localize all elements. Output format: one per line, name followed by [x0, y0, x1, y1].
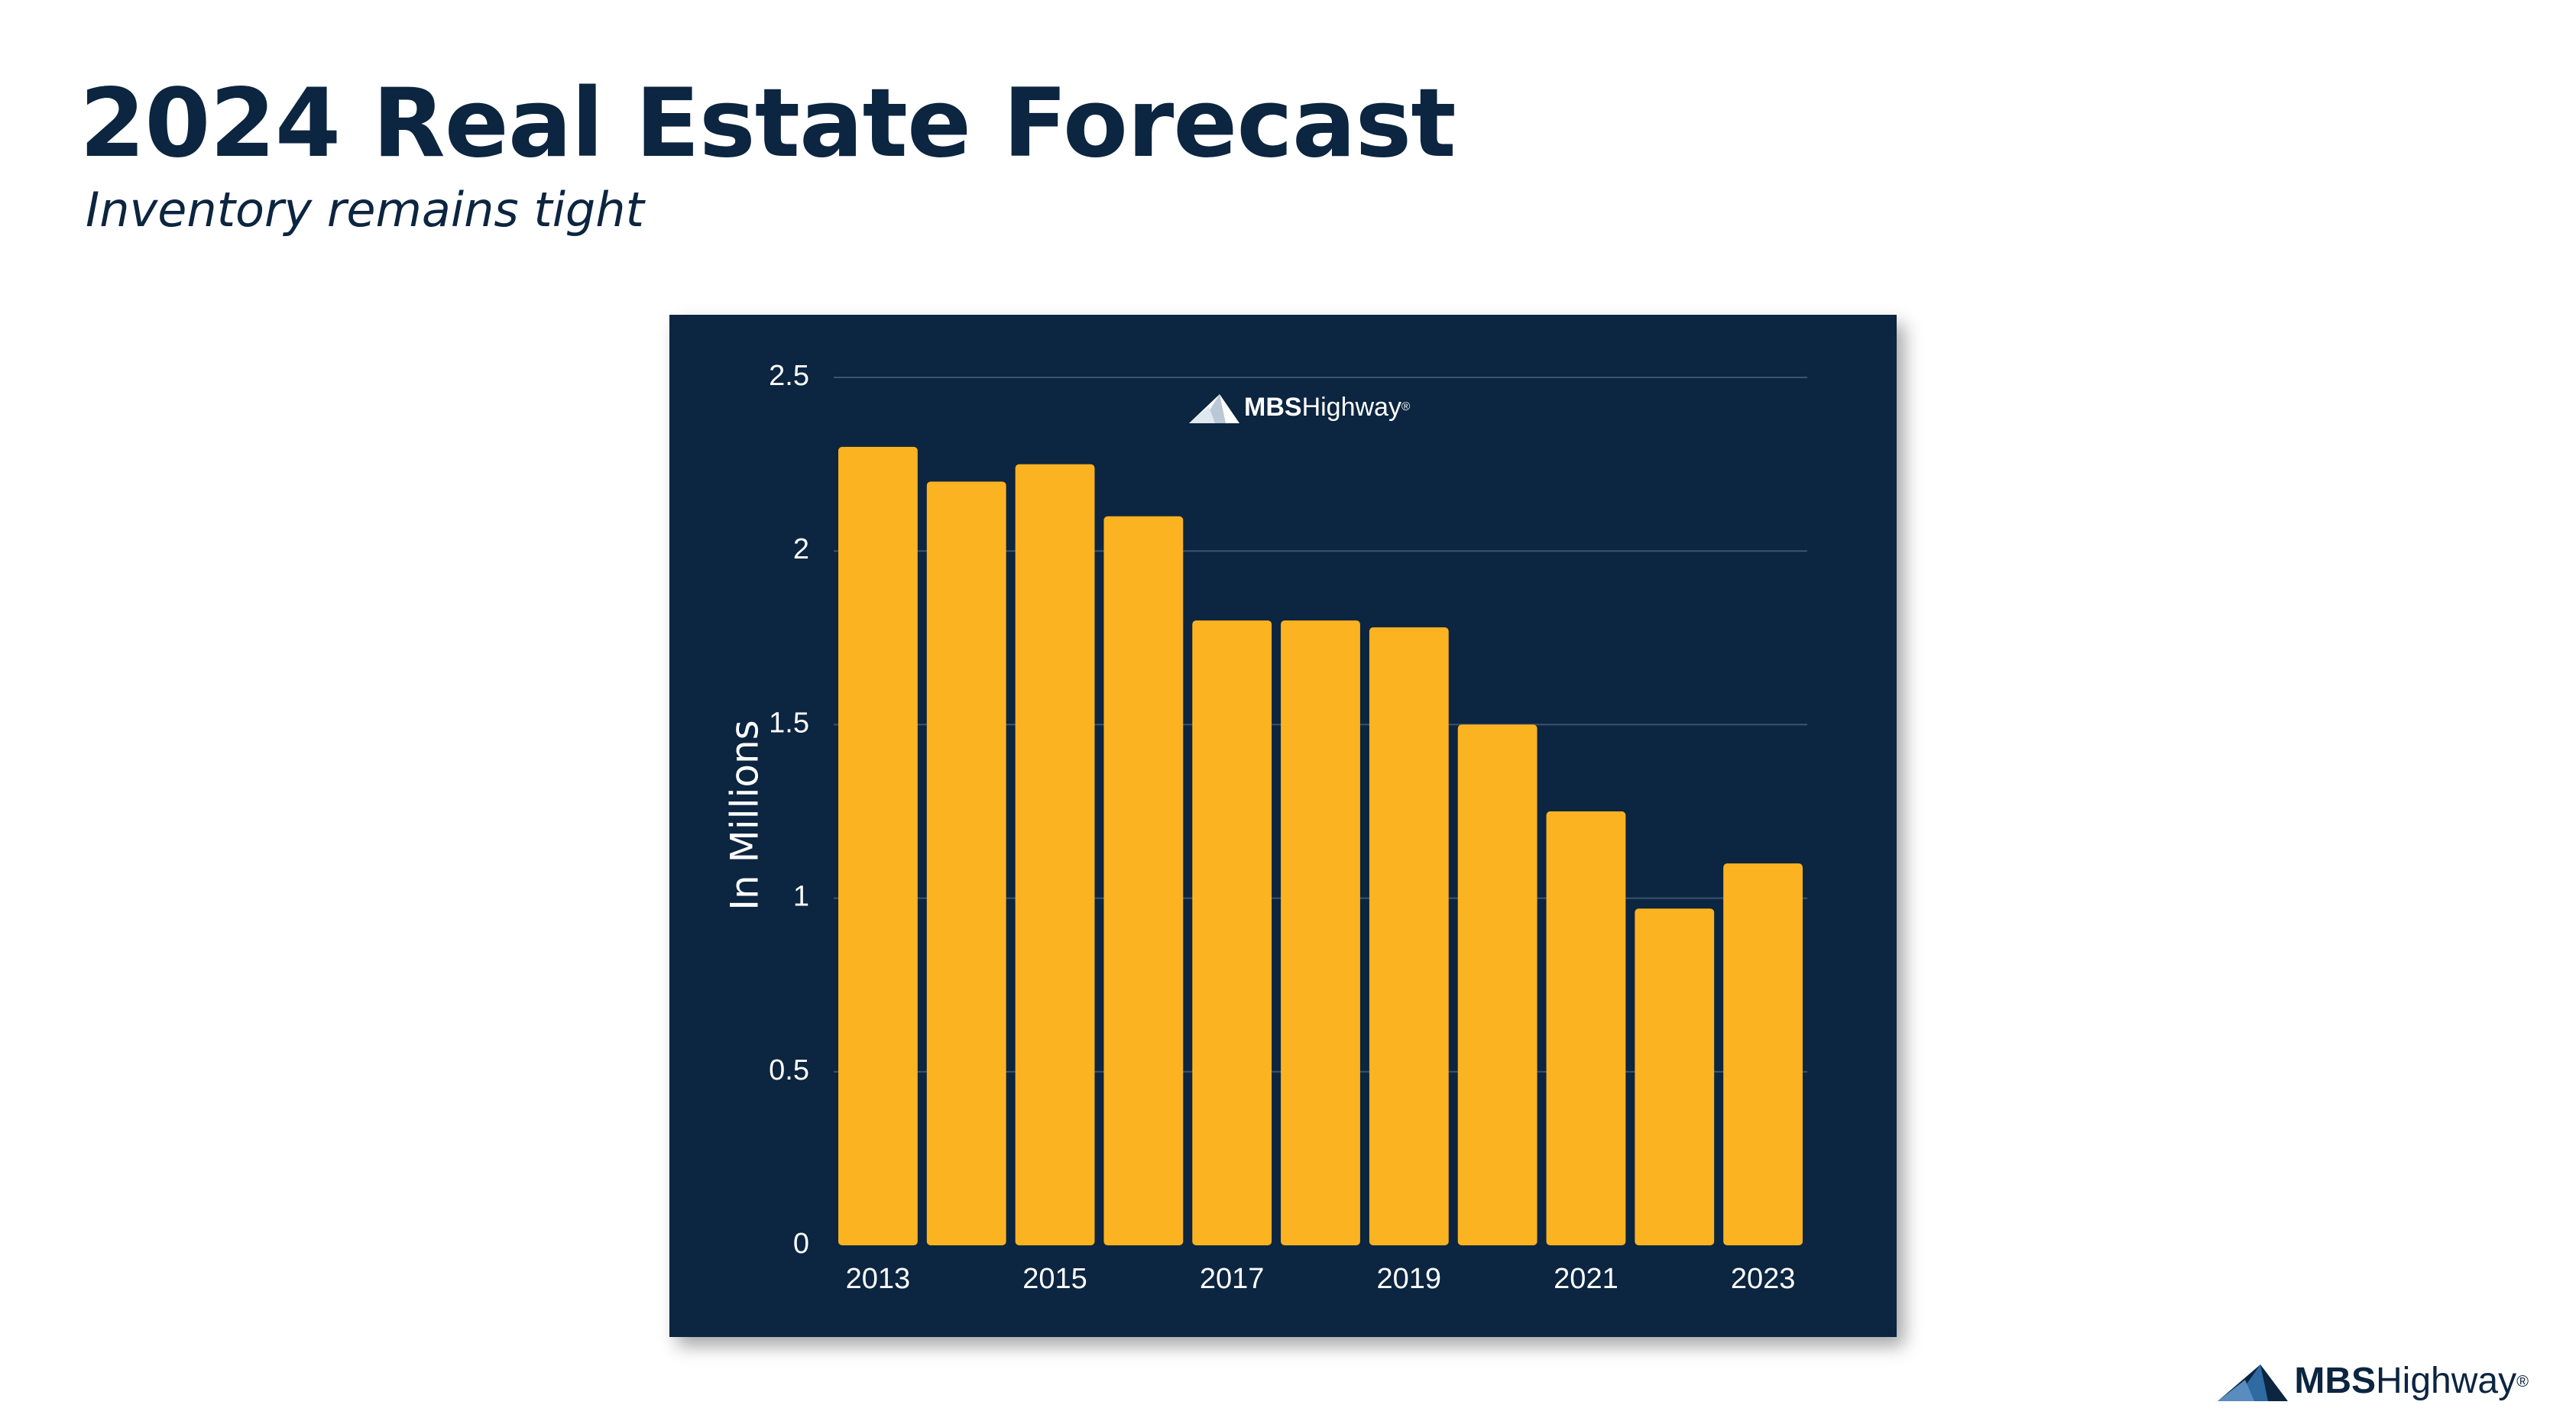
y-tick-label: 2 — [793, 533, 809, 565]
brand-registered-mark: ® — [1401, 400, 1411, 413]
x-tick-label: 2021 — [1554, 1263, 1619, 1295]
bar-2015 — [1015, 464, 1095, 1245]
x-axis-ticks: 2013 2015 2017 2019 2021 2023 — [846, 1263, 1796, 1295]
y-tick-label: 0 — [793, 1228, 809, 1260]
bar-chart: 0 0.5 1 1.5 2 2.5 2013 2015 2017 2019 2021 2023 In… — [723, 360, 1807, 1295]
brand-name-strong: MBS — [1244, 392, 1302, 422]
slide-subtitle: Inventory remains tight — [86, 182, 644, 238]
brand-name-light: Highway — [1301, 392, 1401, 422]
chart-watermark-logo: MBS Highway ® — [1189, 391, 1410, 423]
slide-title: 2024 Real Estate Forecast — [79, 69, 1456, 179]
y-tick-label: 2.5 — [769, 360, 809, 392]
footer-logo: MBS Highway ® — [2218, 1360, 2529, 1402]
bar-2014 — [926, 481, 1006, 1245]
x-tick-label: 2015 — [1022, 1263, 1087, 1295]
bar-2013 — [838, 446, 918, 1245]
y-axis-ticks: 0 0.5 1 1.5 2 2.5 — [769, 360, 809, 1260]
y-tick-label: 1 — [793, 881, 809, 913]
brand-name-strong: MBS — [2294, 1361, 2376, 1401]
bar-2018 — [1281, 620, 1360, 1245]
mountain-logo-icon — [1189, 394, 1239, 423]
brand-name-light: Highway — [2376, 1361, 2517, 1401]
y-axis-title: In Millions — [723, 720, 767, 910]
bar-2023 — [1723, 863, 1803, 1245]
brand-registered-mark: ® — [2516, 1371, 2529, 1390]
y-tick-label: 1.5 — [769, 707, 809, 739]
bar-2021 — [1546, 811, 1626, 1245]
bar-2019 — [1369, 627, 1449, 1245]
x-tick-label: 2023 — [1731, 1263, 1796, 1295]
chart-panel: 0 0.5 1 1.5 2 2.5 2013 2015 2017 2019 2021 2023 In… — [669, 315, 1897, 1337]
bar-2017 — [1192, 620, 1272, 1245]
mountain-logo-icon — [2218, 1364, 2289, 1401]
x-tick-label: 2019 — [1377, 1263, 1442, 1295]
bar-2016 — [1103, 516, 1184, 1245]
x-tick-label: 2013 — [846, 1263, 911, 1295]
bar-2022 — [1635, 908, 1715, 1245]
y-tick-label: 0.5 — [769, 1054, 809, 1086]
bar-2020 — [1457, 724, 1537, 1245]
bars — [838, 446, 1803, 1245]
x-tick-label: 2017 — [1200, 1263, 1265, 1295]
